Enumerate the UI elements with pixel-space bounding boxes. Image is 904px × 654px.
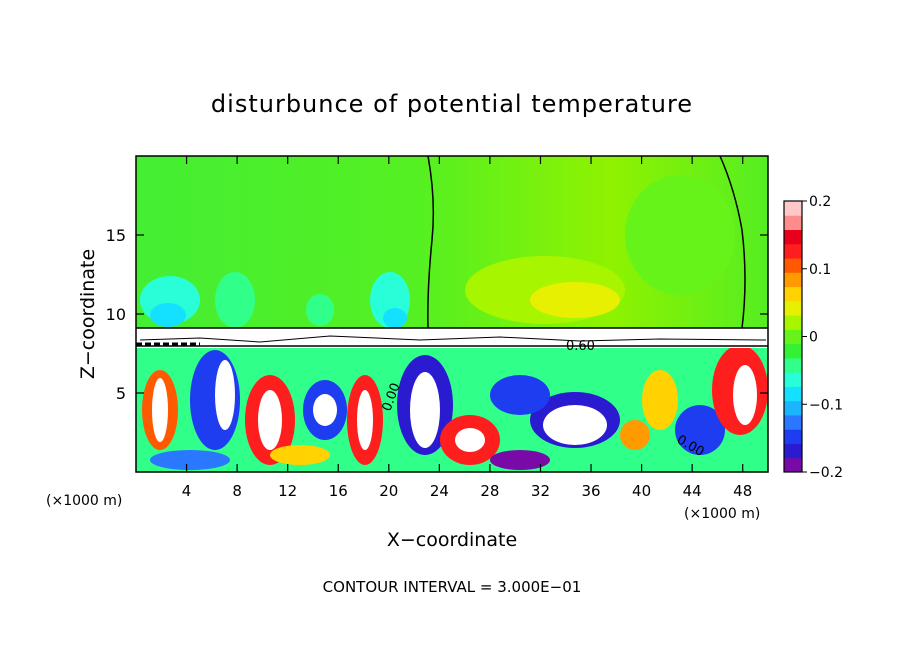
- colorbar-swatch: [784, 272, 802, 288]
- colorbar-swatch: [784, 201, 802, 216]
- x-tick-label: 12: [278, 482, 297, 500]
- zero-contour: [719, 156, 746, 329]
- colorbar-swatch: [784, 343, 802, 359]
- x-tick-label: 44: [683, 482, 702, 500]
- x-axis-label: X−coordinate: [387, 529, 517, 551]
- colorbar-tick-label: 0.2: [809, 194, 831, 210]
- x-unit-left: (×1000 m): [46, 493, 122, 509]
- x-tick-label: 48: [733, 482, 752, 500]
- colorbar-swatch: [784, 414, 802, 430]
- upper-patch: [150, 303, 186, 327]
- colorbar-swatch: [784, 215, 802, 231]
- contour-interval: CONTOUR INTERVAL = 3.000E−01: [323, 578, 582, 596]
- y-tick-label: 15: [106, 226, 126, 245]
- x-tick-label: 28: [480, 482, 499, 500]
- y-tick-label: 5: [116, 384, 126, 403]
- colorbar-swatch: [784, 286, 802, 302]
- plot-area: [136, 156, 768, 472]
- upper-patch: [306, 294, 334, 326]
- x-tick-label: 8: [232, 482, 242, 500]
- colorbar-tick-label: −0.2: [809, 465, 843, 481]
- y-tick-label: 10: [106, 305, 126, 324]
- x-tick-label: 20: [379, 482, 398, 500]
- turbulent-layer: [142, 345, 768, 470]
- colorbar-swatch: [784, 300, 802, 316]
- colorbar-swatch: [784, 400, 802, 416]
- contour-label: 0.60: [566, 339, 595, 354]
- colorbar-tick-label: 0.1: [809, 262, 831, 278]
- upper-patch: [383, 308, 407, 328]
- boundary-contour: [139, 335, 767, 343]
- y-axis-label: Z−coordinate: [77, 249, 99, 379]
- chart-title: disturbunce of potential temperature: [211, 90, 693, 118]
- colorbar-swatch: [784, 229, 802, 245]
- x-axis: 4 8 12 16 20 24 28 32 36 40 44 48: [182, 156, 752, 500]
- x-tick-label: 4: [182, 482, 192, 500]
- colorbar-tick-label: 0: [809, 330, 818, 346]
- upper-patch: [530, 282, 620, 318]
- x-tick-label: 16: [329, 482, 348, 500]
- x-tick-label: 40: [632, 482, 651, 500]
- colorbar: 0.2 0.1 0 −0.1 −0.2: [783, 194, 843, 481]
- y-axis: 5 10 15: [106, 226, 768, 403]
- colorbar-swatch: [784, 329, 802, 345]
- upper-patch: [215, 272, 255, 328]
- colorbar-swatch: [784, 457, 802, 473]
- x-tick-label: 36: [581, 482, 600, 500]
- colorbar-tick-label: −0.1: [809, 397, 843, 413]
- colorbar-swatch: [784, 386, 802, 402]
- boundary-band: [136, 328, 768, 348]
- colorbar-swatch: [784, 357, 802, 373]
- x-unit-right: (×1000 m): [684, 506, 760, 522]
- colorbar-swatch: [784, 243, 802, 259]
- x-tick-label: 24: [430, 482, 449, 500]
- colorbar-swatch: [784, 429, 802, 444]
- upper-patch: [625, 175, 735, 295]
- colorbar-swatch: [784, 372, 802, 387]
- x-tick-label: 32: [531, 482, 550, 500]
- colorbar-swatch: [784, 443, 802, 459]
- colorbar-swatch: [784, 315, 802, 330]
- colorbar-swatch: [784, 258, 802, 273]
- zero-contour: [427, 156, 435, 329]
